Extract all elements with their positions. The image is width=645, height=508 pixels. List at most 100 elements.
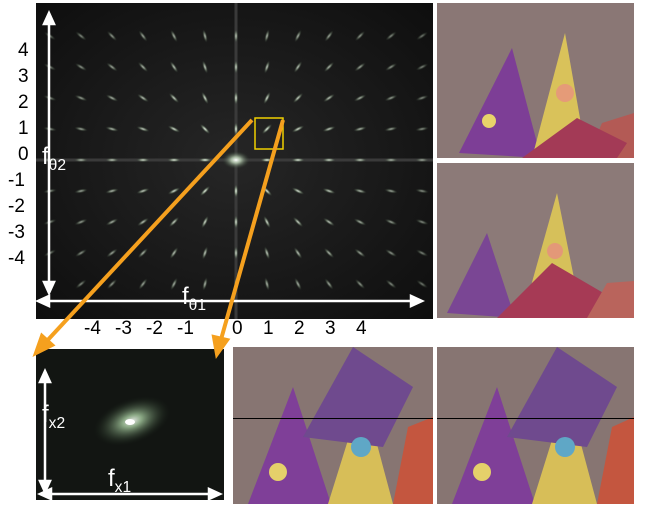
spectrum-peak	[106, 62, 118, 72]
spectrum-peak	[324, 278, 334, 290]
spectrum-panel: fθ2 fθ1	[36, 3, 433, 319]
spectrum-peak	[201, 91, 209, 105]
spectrum-peak	[322, 125, 336, 133]
spectrum-peak	[233, 184, 239, 198]
spectrum-peak	[415, 218, 429, 226]
zoom-peak-center	[125, 419, 135, 425]
spectrum-peak	[353, 218, 367, 226]
spectrum-peak	[264, 29, 270, 43]
spectrum-peak	[415, 188, 429, 194]
theta2-axis-label: fθ2	[42, 143, 67, 174]
spectrum-peak	[384, 188, 398, 194]
spectrum-peak	[202, 29, 208, 43]
spectrum-peak	[293, 247, 303, 259]
spectrum-peak	[323, 61, 335, 73]
fx2-axis-arrow	[38, 367, 52, 496]
spectrum-peak	[138, 30, 148, 42]
spectrum-peak	[323, 217, 335, 227]
spectrum-peak	[354, 62, 366, 72]
spectrum-image	[36, 3, 433, 319]
spectrum-peak	[384, 248, 398, 258]
y-tick-label: -3	[8, 222, 25, 243]
spectrum-peak	[198, 157, 212, 163]
comparison-image-right	[437, 347, 634, 504]
fx1-axis-arrow	[36, 487, 224, 500]
spectrum-peak	[384, 94, 398, 102]
spectrum-peak	[263, 60, 271, 74]
spectrum-peak	[74, 62, 88, 72]
y-tick-label: 4	[18, 40, 29, 61]
spectrum-peak	[136, 157, 150, 163]
spectrum-peak	[416, 279, 428, 289]
spectrum-peak	[384, 218, 398, 226]
spectrum-peak	[354, 248, 366, 258]
scanline-divider-right	[437, 418, 634, 419]
x-tick-label: 2	[294, 318, 305, 339]
spectrum-peak	[233, 246, 239, 260]
spectrum-peak	[233, 91, 239, 105]
spectrum-peak	[415, 249, 429, 257]
spectrum-peak	[385, 279, 397, 289]
spectrum-peak	[354, 30, 366, 42]
spectrum-peak	[105, 157, 119, 163]
reconstruction-image-middle	[437, 163, 634, 318]
y-tick-label: 0	[18, 144, 29, 165]
zoomed-spectrum-panel: fx2 fx1	[36, 349, 224, 500]
spectrum-peak	[292, 92, 304, 104]
spectrum-peak	[294, 277, 302, 291]
spectrum-peak	[233, 29, 239, 43]
spectrum-peak	[137, 61, 149, 73]
spectrum-peak	[260, 157, 274, 163]
y-tick-label: 3	[18, 66, 29, 87]
spectrum-peak	[416, 31, 428, 41]
y-tick-label: -1	[8, 170, 25, 191]
spectrum-peak	[233, 122, 239, 136]
spectrum-peak	[415, 126, 429, 132]
spectrum-peak	[323, 247, 335, 259]
spectrum-peak	[222, 151, 250, 169]
spectrum-peak	[291, 187, 305, 195]
fx2-axis-label: fx2	[42, 401, 66, 432]
y-tick-label: 2	[18, 92, 29, 113]
spectrum-peak	[415, 157, 429, 163]
spectrum-peak	[293, 61, 303, 73]
spectrum-peak	[294, 29, 302, 43]
x-tick-label: 0	[232, 318, 243, 339]
spectrum-peak	[233, 60, 239, 74]
spectrum-peak	[106, 30, 118, 42]
spectrum-peak	[324, 30, 334, 42]
spectrum-peak	[384, 62, 398, 72]
y-tick-label: 1	[18, 118, 29, 139]
spectrum-peak	[384, 126, 398, 132]
spectrum-peak	[170, 29, 178, 43]
spectrum-peak	[263, 91, 271, 105]
x-tick-label: 1	[263, 318, 274, 339]
x-tick-label: -2	[146, 318, 163, 339]
spectrum-peak	[169, 61, 179, 73]
spectrum-peak	[167, 157, 181, 163]
spectrum-peak	[75, 31, 87, 41]
spectrum-peak	[201, 60, 209, 74]
spectrum-peak	[137, 93, 149, 103]
spectrum-peak	[353, 94, 367, 102]
x-tick-label: -3	[115, 318, 132, 339]
theta1-axis-label: fθ1	[182, 283, 207, 314]
spectrum-peak	[322, 157, 336, 163]
spectrum-peak	[384, 157, 398, 163]
spectrum-peak	[291, 157, 305, 163]
spectrum-peak	[291, 125, 305, 133]
spectrum-peak	[323, 93, 335, 103]
spectrum-peak	[292, 216, 304, 228]
fx1-axis-label: fx1	[108, 465, 132, 496]
spectrum-peak	[74, 157, 88, 163]
comparison-image-left	[233, 347, 433, 504]
spectrum-peak	[105, 94, 119, 102]
spectrum-peak	[353, 188, 367, 194]
x-tick-label: 3	[325, 318, 336, 339]
y-tick-label: -2	[8, 196, 25, 217]
scanline-divider	[233, 418, 433, 419]
spectrum-peak	[233, 215, 239, 229]
spectrum-peak	[168, 92, 180, 104]
x-tick-label: -4	[84, 318, 101, 339]
spectrum-peak	[233, 277, 239, 291]
